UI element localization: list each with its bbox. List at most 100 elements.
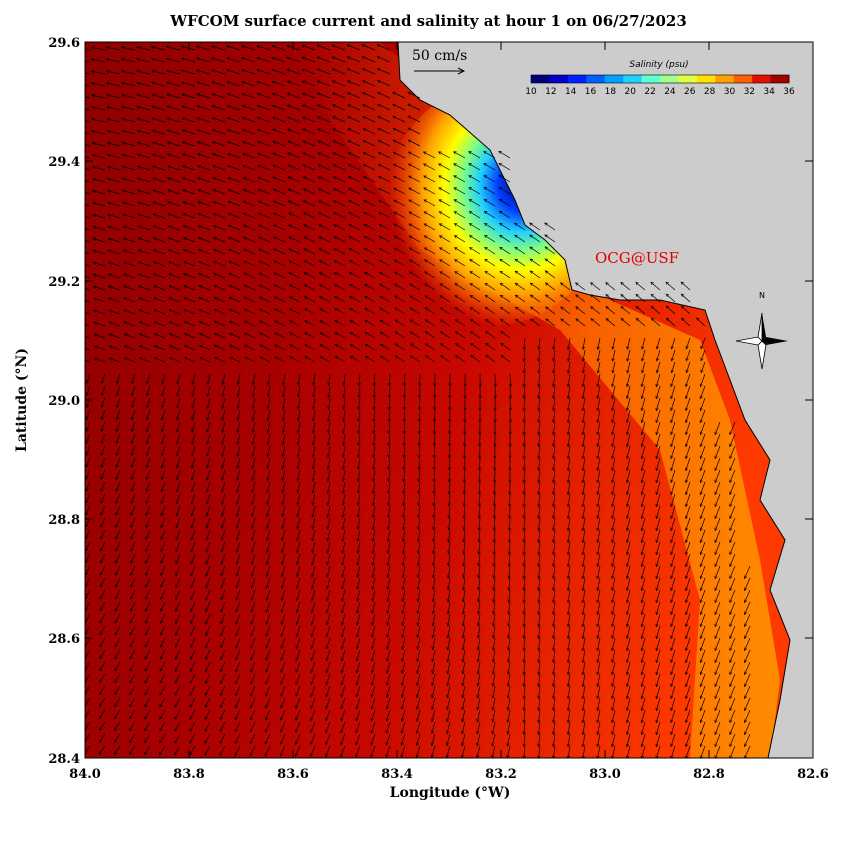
current-vector-head xyxy=(274,344,278,348)
current-vector-head xyxy=(670,671,674,676)
current-vector xyxy=(416,697,421,710)
current-vector-head xyxy=(684,563,689,568)
current-vector-head xyxy=(371,502,376,507)
current-vector-head xyxy=(377,163,382,167)
current-vector-head xyxy=(91,165,96,169)
current-vector xyxy=(371,673,376,686)
current-vector xyxy=(175,637,181,648)
current-vector xyxy=(508,625,511,639)
current-vector-head xyxy=(363,212,367,215)
current-vector-head xyxy=(226,57,230,61)
current-vector xyxy=(611,529,616,543)
current-vector-head xyxy=(115,464,119,469)
current-vector-head xyxy=(454,307,459,311)
current-vector-head xyxy=(400,694,405,698)
current-vector xyxy=(538,601,541,615)
current-vector-head xyxy=(372,442,376,447)
current-vector xyxy=(364,307,376,315)
current-vector-head xyxy=(377,175,382,179)
current-vector xyxy=(136,82,151,87)
current-vector xyxy=(507,673,511,687)
current-vector xyxy=(363,235,376,243)
current-vector-head xyxy=(537,491,541,496)
current-vector xyxy=(235,565,241,577)
current-vector xyxy=(567,409,571,423)
current-vector-head xyxy=(204,704,208,709)
current-vector xyxy=(220,673,226,684)
current-vector xyxy=(137,201,151,207)
current-vector xyxy=(288,188,301,195)
current-vector xyxy=(377,80,391,87)
current-vector xyxy=(100,541,106,552)
current-vector-head xyxy=(266,465,270,470)
current-vector xyxy=(357,553,361,566)
current-vector xyxy=(242,129,256,135)
current-vector-head xyxy=(361,44,366,48)
current-vector xyxy=(670,505,676,519)
current-vector-head xyxy=(364,307,368,311)
current-vector xyxy=(417,541,421,554)
current-vector-head xyxy=(108,285,112,289)
current-vector xyxy=(729,469,736,483)
current-vector-head xyxy=(552,695,556,700)
current-vector-head xyxy=(729,563,733,568)
map-title: WFCOM surface current and salinity at ho… xyxy=(170,12,687,30)
current-vector xyxy=(356,601,361,614)
current-vector xyxy=(214,356,226,363)
current-vector-head xyxy=(93,285,97,289)
current-vector-head xyxy=(469,307,474,311)
current-vector xyxy=(257,105,271,111)
current-vector-head xyxy=(655,743,659,748)
current-vector-head xyxy=(498,174,503,179)
current-vector-head xyxy=(108,357,113,361)
current-vector-head xyxy=(204,716,208,721)
current-vector xyxy=(252,421,256,433)
current-vector xyxy=(212,117,226,123)
current-vector xyxy=(469,235,481,243)
current-vector xyxy=(403,421,406,434)
current-vector-head xyxy=(220,656,224,661)
current-vector xyxy=(296,553,301,565)
current-vector-head xyxy=(342,418,346,422)
current-vector xyxy=(523,649,526,663)
current-vector xyxy=(417,613,421,626)
current-vector-head xyxy=(364,319,368,323)
current-vector-head xyxy=(665,317,670,322)
current-vector xyxy=(342,433,346,446)
current-vector xyxy=(431,697,436,710)
current-vector-head xyxy=(432,550,436,555)
current-vector-head xyxy=(469,271,473,275)
current-vector-head xyxy=(286,116,291,120)
current-vector-head xyxy=(91,129,96,134)
current-vector-head xyxy=(348,236,353,240)
current-vector xyxy=(355,745,361,757)
current-vector xyxy=(378,211,391,219)
current-vector-head xyxy=(108,333,113,337)
current-vector-head xyxy=(560,294,564,298)
current-vector-head xyxy=(462,527,466,531)
current-vector-head xyxy=(235,561,239,565)
current-vector-head xyxy=(236,501,240,506)
current-vector-head xyxy=(100,524,104,528)
current-vector-head xyxy=(205,608,209,613)
current-vector-head xyxy=(347,128,351,132)
current-vector-head xyxy=(219,752,223,757)
current-vector xyxy=(85,421,91,432)
current-vector xyxy=(523,553,526,567)
current-vector-head xyxy=(303,284,308,288)
current-vector-head xyxy=(537,479,541,484)
current-vector-head xyxy=(297,382,301,386)
current-vector xyxy=(641,685,646,699)
current-vector xyxy=(552,385,556,399)
current-vector-head xyxy=(92,237,97,241)
current-vector-head xyxy=(213,344,218,348)
current-vector xyxy=(85,84,91,87)
current-vector xyxy=(605,306,616,315)
current-vector-head xyxy=(432,455,436,459)
current-vector-head xyxy=(417,442,421,447)
current-vector xyxy=(372,469,376,482)
current-vector xyxy=(106,58,121,63)
current-vector xyxy=(304,308,316,315)
current-vector-head xyxy=(611,383,615,388)
current-vector-head xyxy=(401,526,406,531)
